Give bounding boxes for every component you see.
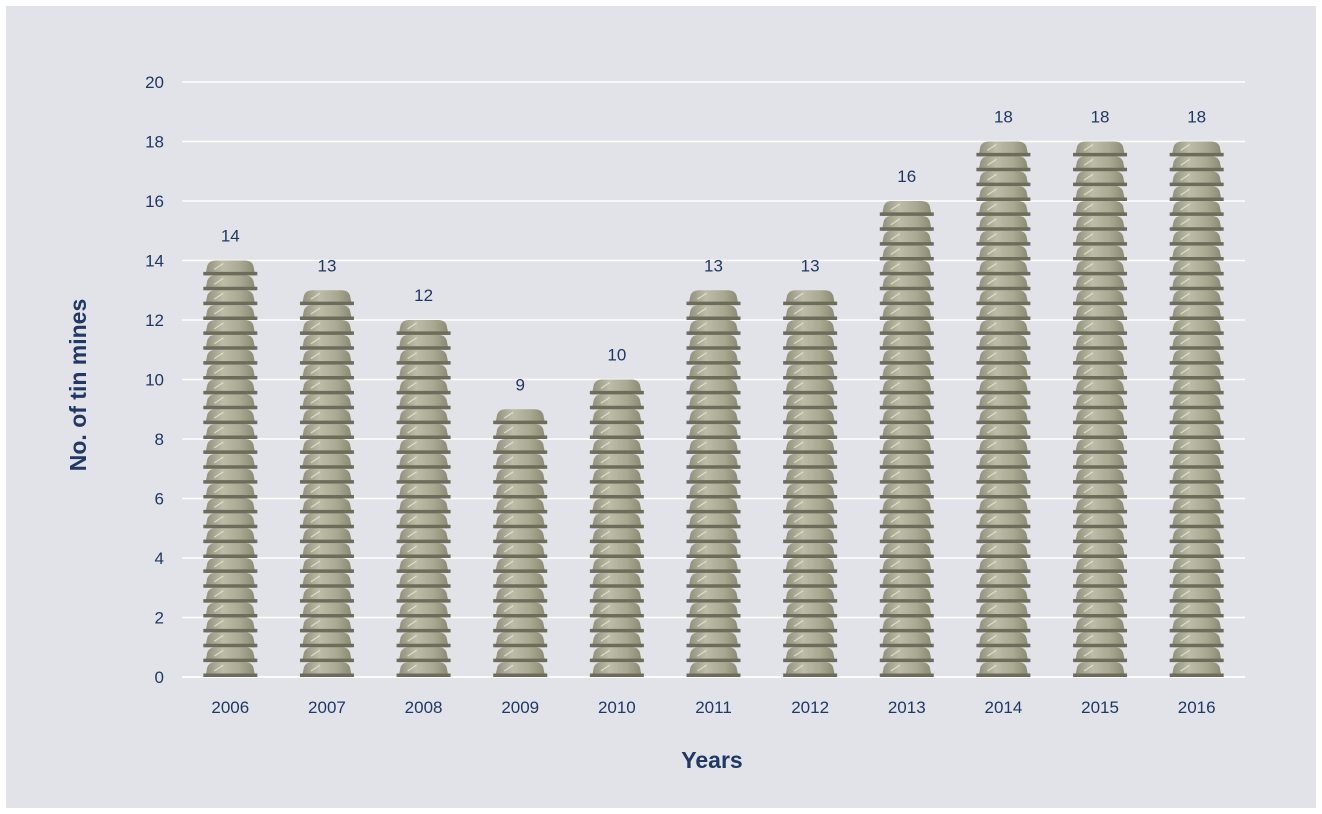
x-tick-label: 2011 xyxy=(695,698,732,717)
y-tick-label: 12 xyxy=(145,311,164,330)
x-tick-label: 2015 xyxy=(1081,698,1119,717)
x-tick-label: 2014 xyxy=(984,698,1022,717)
y-tick-label: 18 xyxy=(145,133,164,152)
x-tick-label: 2013 xyxy=(888,698,926,717)
x-tick-label: 2009 xyxy=(501,698,539,717)
bars xyxy=(203,141,1224,677)
bar xyxy=(396,320,451,677)
data-label: 13 xyxy=(317,256,336,275)
bar xyxy=(493,409,548,677)
x-axis-title: Years xyxy=(681,747,742,773)
y-tick-label: 2 xyxy=(155,609,164,628)
bar xyxy=(783,290,838,677)
y-tick-label: 4 xyxy=(155,549,164,568)
bar xyxy=(1073,141,1128,677)
y-tick-label: 8 xyxy=(155,430,164,449)
y-tick-label: 0 xyxy=(155,668,164,687)
chart-panel: 0 2 4 6 8 10 12 14 16 18 20 14 13 12 9 10 13 13 16 18 18 18 … xyxy=(6,6,1316,808)
bar xyxy=(1169,141,1224,677)
y-tick-label: 20 xyxy=(145,73,164,92)
x-tick-label: 2010 xyxy=(598,698,636,717)
data-label: 14 xyxy=(221,227,240,246)
x-tick-label: 2012 xyxy=(791,698,829,717)
bar xyxy=(203,260,258,677)
bar xyxy=(589,379,644,677)
data-label: 18 xyxy=(994,108,1013,127)
bar xyxy=(686,290,741,677)
bar xyxy=(879,201,934,677)
bar xyxy=(299,290,354,677)
y-tick-label: 16 xyxy=(145,192,164,211)
data-label: 10 xyxy=(607,346,626,365)
bar xyxy=(976,141,1031,677)
y-tick-label: 14 xyxy=(145,252,164,271)
data-labels: 14 13 12 9 10 13 13 16 18 18 18 xyxy=(221,108,1206,395)
data-label: 9 xyxy=(515,375,524,394)
x-axis-ticks: 2006 2007 2008 2009 2010 2011 2012 2013 2014 2015… xyxy=(211,698,1215,717)
y-tick-label: 10 xyxy=(145,371,164,390)
data-label: 13 xyxy=(801,256,820,275)
y-axis-title: No. of tin mines xyxy=(65,299,91,472)
x-tick-label: 2008 xyxy=(405,698,443,717)
y-axis-ticks: 0 2 4 6 8 10 12 14 16 18 20 xyxy=(145,73,164,687)
x-tick-label: 2006 xyxy=(211,698,249,717)
data-label: 18 xyxy=(1091,108,1110,127)
data-label: 13 xyxy=(704,256,723,275)
data-label: 16 xyxy=(897,167,916,186)
y-tick-label: 6 xyxy=(155,490,164,509)
data-label: 12 xyxy=(414,286,433,305)
x-tick-label: 2016 xyxy=(1178,698,1216,717)
x-tick-label: 2007 xyxy=(308,698,346,717)
data-label: 18 xyxy=(1187,108,1206,127)
